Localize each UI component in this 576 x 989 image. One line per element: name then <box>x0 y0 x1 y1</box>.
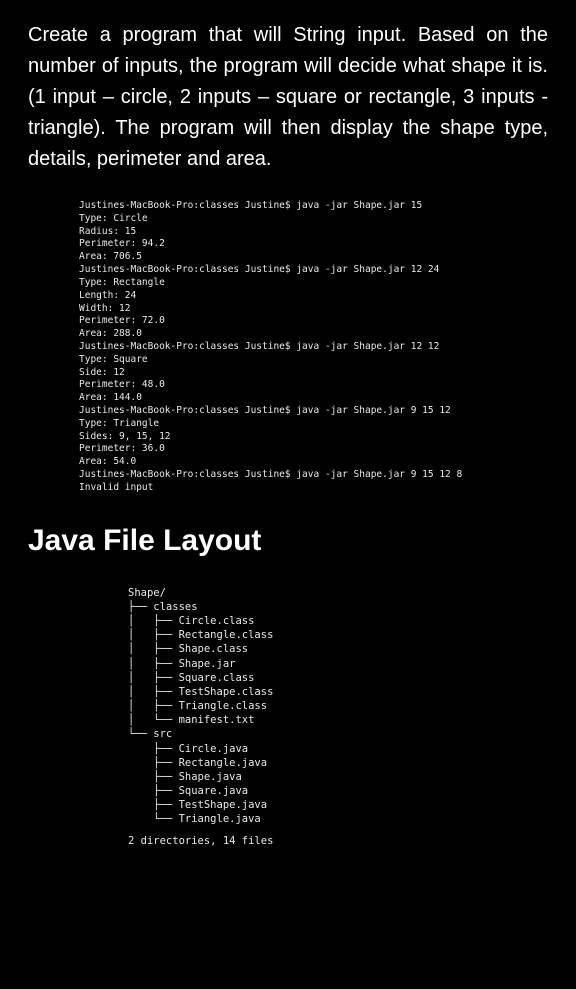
terminal-line: Radius: 15 <box>79 226 539 239</box>
terminal-line: Justines-MacBook-Pro:classes Justine$ ja… <box>79 264 539 277</box>
section-title: Java File Layout <box>28 524 548 558</box>
tree-line: Shape/ <box>128 586 540 600</box>
terminal-line: Area: 144.0 <box>79 392 539 405</box>
tree-line: ├── classes <box>128 600 540 614</box>
file-tree: Shape/├── classes│ ├── Circle.class│ ├──… <box>28 580 548 855</box>
tree-line: └── Triangle.java <box>128 812 540 826</box>
terminal-line: Type: Triangle <box>79 418 539 431</box>
tree-line: │ ├── Square.class <box>128 671 540 685</box>
tree-line: ├── Square.java <box>128 784 540 798</box>
tree-line: ├── Shape.java <box>128 770 540 784</box>
terminal-line: Type: Circle <box>79 213 539 226</box>
tree-line: │ ├── Circle.class <box>128 614 540 628</box>
tree-line: │ ├── Shape.jar <box>128 657 540 671</box>
terminal-line: Type: Rectangle <box>79 277 539 290</box>
terminal-line: Perimeter: 48.0 <box>79 379 539 392</box>
tree-line: │ ├── Shape.class <box>128 642 540 656</box>
terminal-line: Invalid input <box>79 482 539 495</box>
terminal-line: Perimeter: 72.0 <box>79 315 539 328</box>
tree-summary: 2 directories, 14 files <box>128 835 540 847</box>
tree-line: ├── TestShape.java <box>128 798 540 812</box>
tree-line: │ └── manifest.txt <box>128 713 540 727</box>
terminal-output: Justines-MacBook-Pro:classes Justine$ ja… <box>28 193 548 502</box>
terminal-line: Justines-MacBook-Pro:classes Justine$ ja… <box>79 405 539 418</box>
terminal-line: Perimeter: 36.0 <box>79 443 539 456</box>
terminal-line: Side: 12 <box>79 367 539 380</box>
tree-line: └── src <box>128 727 540 741</box>
tree-line: │ ├── TestShape.class <box>128 685 540 699</box>
terminal-line: Width: 12 <box>79 303 539 316</box>
tree-line: ├── Circle.java <box>128 742 540 756</box>
terminal-line: Area: 54.0 <box>79 456 539 469</box>
terminal-line: Type: Square <box>79 354 539 367</box>
terminal-line: Area: 288.0 <box>79 328 539 341</box>
terminal-line: Area: 706.5 <box>79 251 539 264</box>
tree-line: │ ├── Rectangle.class <box>128 628 540 642</box>
intro-paragraph: Create a program that will String input.… <box>28 20 548 175</box>
terminal-line: Perimeter: 94.2 <box>79 238 539 251</box>
tree-line: ├── Rectangle.java <box>128 756 540 770</box>
terminal-line: Sides: 9, 15, 12 <box>79 431 539 444</box>
terminal-line: Justines-MacBook-Pro:classes Justine$ ja… <box>79 200 539 213</box>
terminal-line: Justines-MacBook-Pro:classes Justine$ ja… <box>79 469 539 482</box>
tree-line: │ ├── Triangle.class <box>128 699 540 713</box>
terminal-line: Length: 24 <box>79 290 539 303</box>
terminal-line: Justines-MacBook-Pro:classes Justine$ ja… <box>79 341 539 354</box>
